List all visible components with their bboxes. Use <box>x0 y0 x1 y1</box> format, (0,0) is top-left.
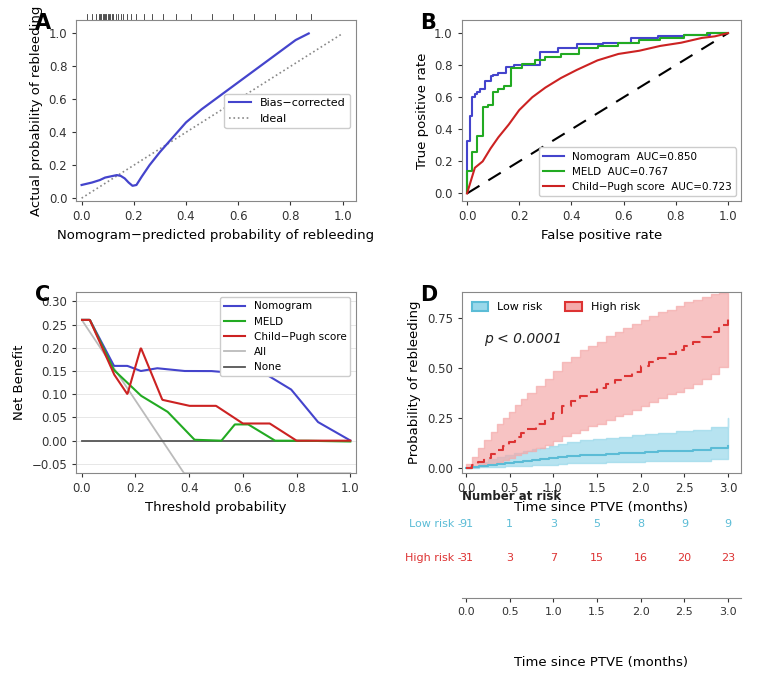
Text: A: A <box>34 13 50 33</box>
Y-axis label: Probability of rebleeding: Probability of rebleeding <box>408 301 421 464</box>
Y-axis label: Net Benefit: Net Benefit <box>13 345 26 420</box>
Legend: Bias−corrected, Ideal: Bias−corrected, Ideal <box>225 94 350 128</box>
Y-axis label: True positive rate: True positive rate <box>416 53 429 169</box>
Legend: Nomogram, MELD, Child−Pugh score, All, None: Nomogram, MELD, Child−Pugh score, All, N… <box>220 297 351 377</box>
X-axis label: False positive rate: False positive rate <box>541 229 662 242</box>
Text: Time since PTVE (months): Time since PTVE (months) <box>514 656 688 669</box>
Text: 5: 5 <box>594 519 601 529</box>
Text: 15: 15 <box>590 553 604 562</box>
Legend: Low risk, High risk: Low risk, High risk <box>468 297 644 317</box>
Text: 7: 7 <box>550 553 557 562</box>
Text: 31: 31 <box>459 553 473 562</box>
Text: 23: 23 <box>721 553 735 562</box>
Text: 20: 20 <box>678 553 691 562</box>
Text: B: B <box>420 13 435 33</box>
Text: 9: 9 <box>724 519 732 529</box>
Text: 3: 3 <box>550 519 557 529</box>
X-axis label: Time since PTVE (months): Time since PTVE (months) <box>514 501 688 514</box>
Text: 8: 8 <box>637 519 644 529</box>
Text: 91: 91 <box>459 519 473 529</box>
Text: Low risk -: Low risk - <box>409 519 461 529</box>
Text: 3: 3 <box>507 553 513 562</box>
Text: 9: 9 <box>681 519 688 529</box>
Text: Number at risk: Number at risk <box>461 490 561 503</box>
Text: p < 0.0001: p < 0.0001 <box>484 332 562 345</box>
Text: C: C <box>34 285 50 305</box>
Text: 1: 1 <box>507 519 513 529</box>
Y-axis label: Actual probability of rebleeding: Actual probability of rebleeding <box>31 5 44 216</box>
Legend: Nomogram  AUC=0.850, MELD  AUC=0.767, Child−Pugh score  AUC=0.723: Nomogram AUC=0.850, MELD AUC=0.767, Chil… <box>539 147 736 196</box>
Text: High risk -: High risk - <box>405 553 461 562</box>
Text: D: D <box>420 285 437 305</box>
X-axis label: Threshold probability: Threshold probability <box>145 501 286 514</box>
X-axis label: Nomogram−predicted probability of rebleeding: Nomogram−predicted probability of reblee… <box>57 229 374 242</box>
Text: 16: 16 <box>633 553 648 562</box>
